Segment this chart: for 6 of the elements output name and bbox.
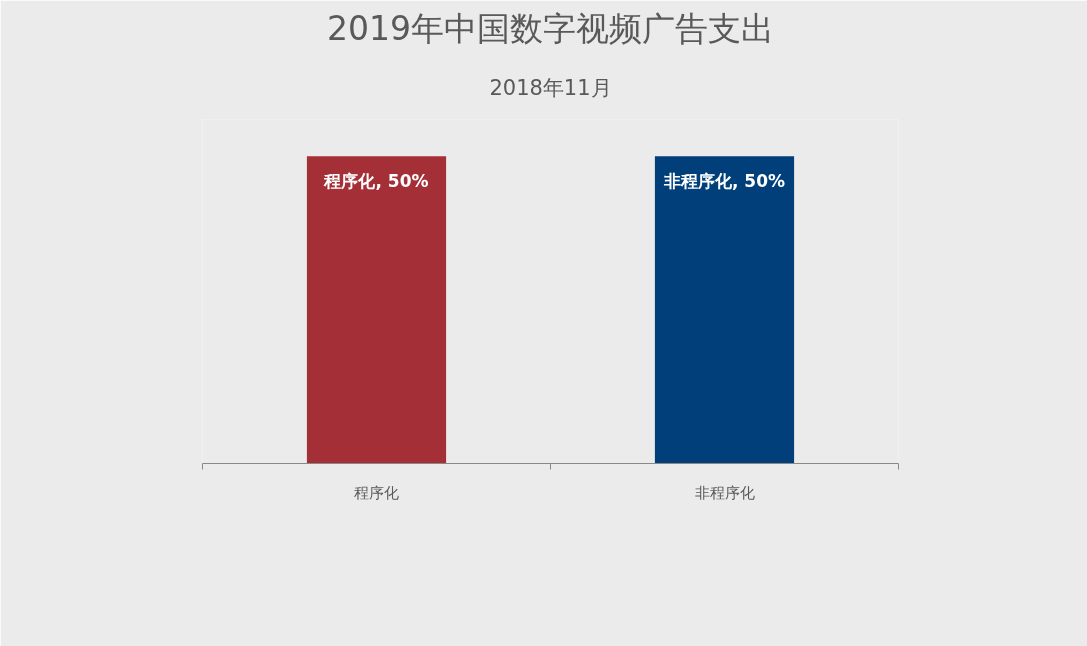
chart-title: 2019年中国数字视频广告支出	[327, 8, 774, 48]
x-tick-label: 非程序化	[694, 483, 755, 502]
x-tick-label: 程序化	[354, 483, 399, 502]
data-label: 程序化, 50%	[323, 171, 429, 192]
data-label: 非程序化, 50%	[662, 171, 786, 192]
chart-subtitle: 2018年11月	[489, 75, 612, 100]
